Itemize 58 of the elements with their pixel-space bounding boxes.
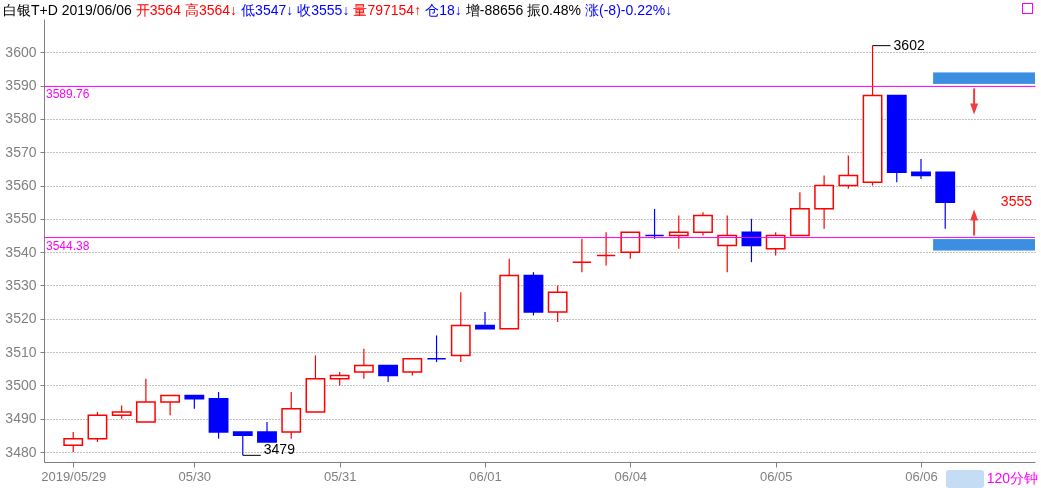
- candlestick: [353, 348, 374, 380]
- text: 涨(-8)-0.22%↓: [585, 2, 673, 18]
- candlestick: [596, 231, 617, 267]
- y-tick-label: 3520: [5, 310, 37, 327]
- x-tick-label: 2019/05/29: [41, 468, 107, 484]
- candlestick: [160, 394, 181, 416]
- x-tick-label: 05/30: [178, 468, 212, 484]
- candlestick: [693, 211, 713, 237]
- candlestick: [620, 231, 641, 260]
- x-tick-label: 06/04: [614, 468, 648, 484]
- candlestick: [547, 284, 568, 323]
- text: 振0.48%: [527, 2, 582, 18]
- annotation: 3479: [263, 441, 296, 458]
- candlestick: [644, 208, 665, 240]
- y-tick-label: 3570: [5, 143, 37, 160]
- candlestick: [281, 391, 302, 440]
- candlestick: [668, 214, 689, 250]
- candlestick: [814, 174, 835, 230]
- candlestick: [63, 431, 84, 453]
- candlestick: [741, 218, 762, 263]
- annotation: 3602: [893, 36, 925, 53]
- text: 3555: [1000, 193, 1033, 210]
- y-tick-label: 3560: [5, 177, 37, 194]
- y-tick-label: 3590: [5, 77, 37, 94]
- y-tick-label: 3540: [5, 243, 37, 260]
- text: 仓18↓: [425, 2, 462, 18]
- ref-line-label: 3589.76: [46, 87, 90, 102]
- ref-line-label: 3544.38: [46, 238, 90, 253]
- text: 收3555↓: [297, 2, 350, 18]
- text: 增-88656: [465, 2, 524, 18]
- text: 120分钟: [986, 470, 1038, 486]
- candlestick: [765, 231, 786, 257]
- chart-title: 白银T+D 2019/06/06: [3, 2, 132, 18]
- y-tick-label: 3580: [5, 110, 37, 127]
- y-tick-label: 3500: [5, 376, 37, 393]
- candlestick: [838, 154, 859, 190]
- y-tick-label: 3480: [5, 443, 37, 460]
- candlestick: [257, 421, 277, 443]
- candlestick: [87, 411, 108, 443]
- y-tick-label: 3530: [5, 276, 37, 293]
- candlestick: [135, 378, 156, 423]
- y-tick-label: 3600: [5, 43, 37, 60]
- y-tick-label: 3550: [5, 210, 37, 227]
- text: 开3564: [135, 2, 181, 18]
- x-tick-label: 06/06: [905, 468, 938, 484]
- candlestick: [475, 311, 495, 330]
- y-tick-label: 3490: [5, 410, 37, 427]
- text: 高3564↓: [184, 2, 238, 18]
- candlestick: [426, 334, 447, 363]
- candlestick: [911, 158, 931, 180]
- y-tick-label: 3510: [5, 343, 37, 360]
- candlestick: [571, 238, 592, 273]
- x-tick-label: 05/31: [323, 468, 357, 484]
- x-tick-label: 06/01: [469, 468, 502, 484]
- candlestick: [232, 431, 253, 456]
- x-tick-label: 06/05: [759, 468, 793, 484]
- text: 量797154↑: [353, 2, 422, 18]
- text: 低3547↓: [241, 2, 294, 18]
